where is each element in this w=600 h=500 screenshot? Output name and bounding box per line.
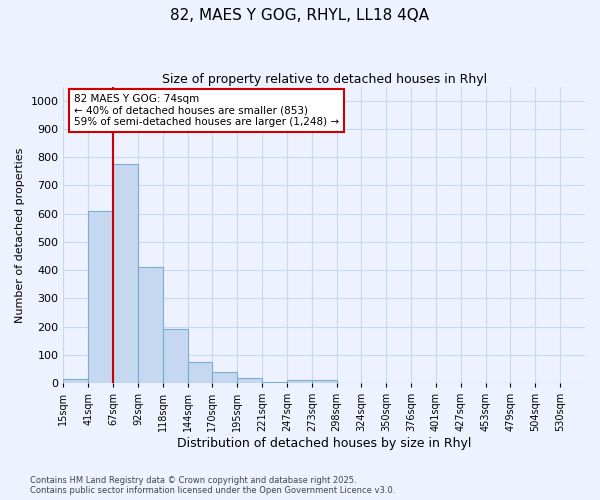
Y-axis label: Number of detached properties: Number of detached properties — [15, 147, 25, 322]
Bar — [163, 329, 188, 383]
Bar — [287, 380, 312, 383]
Bar — [212, 372, 237, 383]
X-axis label: Distribution of detached houses by size in Rhyl: Distribution of detached houses by size … — [177, 437, 472, 450]
Bar — [312, 380, 337, 383]
Bar — [64, 379, 88, 383]
Text: 82, MAES Y GOG, RHYL, LL18 4QA: 82, MAES Y GOG, RHYL, LL18 4QA — [170, 8, 430, 22]
Bar — [88, 212, 113, 383]
Text: 82 MAES Y GOG: 74sqm
← 40% of detached houses are smaller (853)
59% of semi-deta: 82 MAES Y GOG: 74sqm ← 40% of detached h… — [74, 94, 339, 128]
Bar — [138, 268, 163, 383]
Bar — [262, 382, 287, 383]
Bar — [237, 378, 262, 383]
Bar — [188, 362, 212, 383]
Bar — [113, 164, 138, 383]
Title: Size of property relative to detached houses in Rhyl: Size of property relative to detached ho… — [161, 72, 487, 86]
Text: Contains HM Land Registry data © Crown copyright and database right 2025.
Contai: Contains HM Land Registry data © Crown c… — [30, 476, 395, 495]
